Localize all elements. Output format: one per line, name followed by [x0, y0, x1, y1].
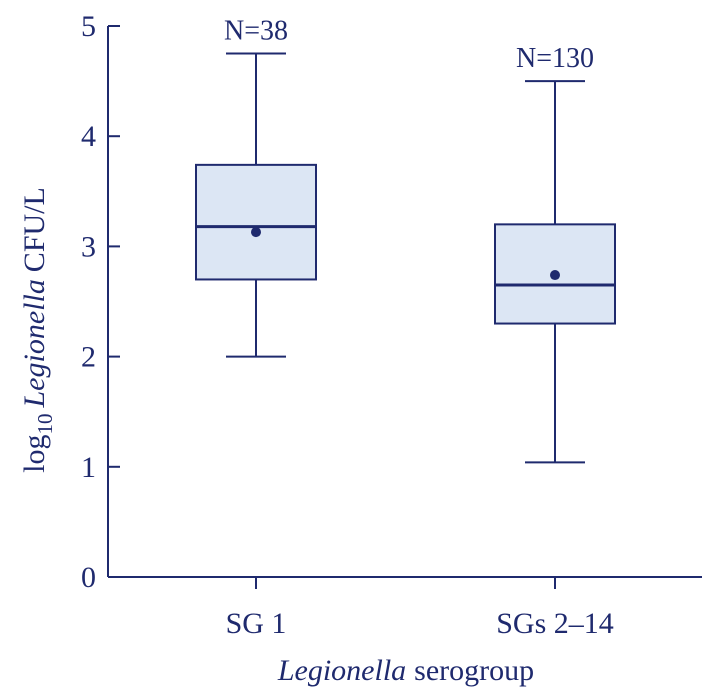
x-tick-label: SG 1 — [226, 607, 287, 640]
y-axis-title-prefix: log — [18, 435, 51, 473]
y-axis-title-suffix: CFU/L — [18, 187, 51, 272]
x-axis: SG 1 SGs 2–14 — [108, 576, 702, 640]
mean-point — [550, 270, 560, 281]
y-tick-label: 5 — [81, 10, 96, 43]
iqr-box — [195, 163, 317, 281]
x-tick-label: SGs 2–14 — [496, 607, 614, 640]
box-series: N=38 N=130 — [195, 16, 616, 464]
y-tick-label: 4 — [81, 120, 96, 153]
y-axis-title: log10 Legionella CFU/L — [18, 187, 57, 473]
n-label: N=130 — [516, 43, 594, 74]
x-axis-title: Legionella serogroup — [277, 654, 534, 687]
n-label: N=38 — [224, 16, 288, 47]
box-2: N=130 — [494, 43, 616, 464]
y-tick-label: 0 — [81, 561, 96, 594]
y-axis: 0 1 2 3 4 5 — [81, 10, 120, 594]
mean-point — [251, 227, 261, 238]
y-tick-label: 1 — [81, 451, 96, 484]
y-axis-title-italic: Legionella — [18, 279, 51, 408]
y-tick-label: 2 — [81, 341, 96, 374]
y-tick-label: 3 — [81, 230, 96, 263]
x-axis-title-suffix: serogroup — [414, 654, 534, 687]
y-axis-title-subscript: 10 — [33, 414, 57, 435]
x-axis-title-italic: Legionella — [277, 654, 406, 687]
box-1: N=38 — [195, 16, 317, 358]
